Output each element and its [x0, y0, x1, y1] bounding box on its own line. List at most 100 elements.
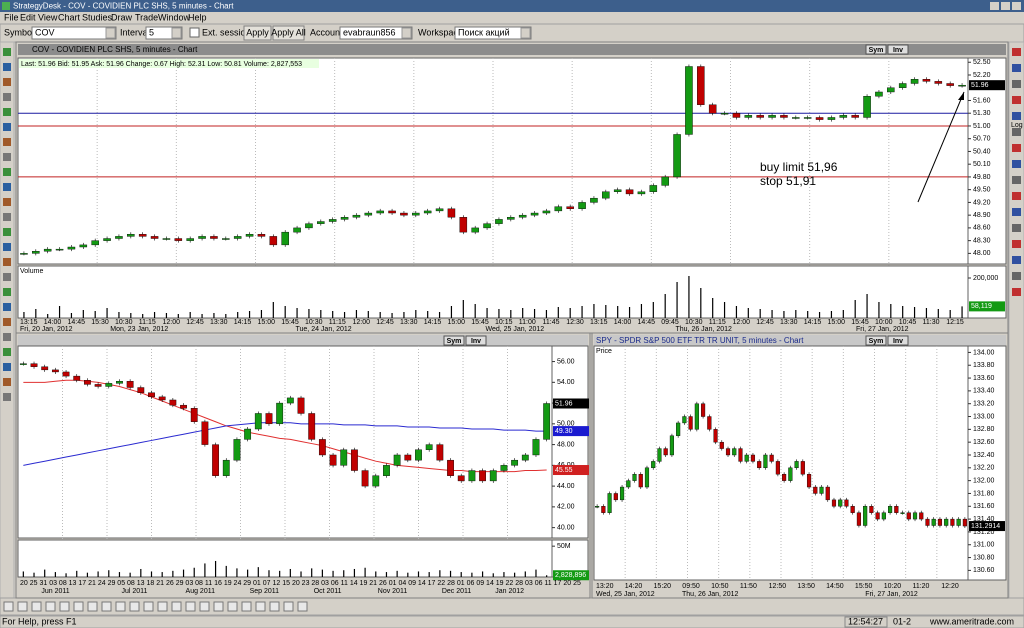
tool-icon[interactable]	[3, 153, 11, 161]
sym-button[interactable]	[865, 335, 887, 346]
interval-input-arrow[interactable]	[171, 27, 182, 39]
tool-icon[interactable]	[1012, 272, 1021, 280]
tool-icon[interactable]	[3, 138, 11, 146]
tool-icon[interactable]	[3, 288, 11, 296]
sym-button[interactable]	[443, 335, 465, 346]
sym-button-text[interactable]: Sym	[869, 47, 884, 54]
menu-item[interactable]: File	[4, 12, 19, 22]
inv-button-text[interactable]: Inv	[893, 338, 903, 345]
menu-item[interactable]: Trade	[135, 12, 158, 22]
tool-icon[interactable]	[3, 363, 11, 371]
tool-icon[interactable]	[3, 348, 11, 356]
tool-icon[interactable]	[3, 393, 11, 401]
inv-button[interactable]	[887, 335, 909, 346]
tool-icon[interactable]	[1012, 112, 1021, 120]
draw-tool-icon[interactable]	[283, 601, 294, 612]
tool-icon[interactable]	[1012, 176, 1021, 184]
draw-tool-icon[interactable]	[59, 601, 70, 612]
tool-icon[interactable]	[3, 318, 11, 326]
sym-button-text[interactable]: Sym	[447, 338, 462, 345]
log-button[interactable]: Log	[1011, 122, 1023, 129]
tool-icon[interactable]	[3, 78, 11, 86]
tool-icon[interactable]	[1012, 208, 1021, 216]
tool-icon[interactable]	[1012, 144, 1021, 152]
draw-tool-icon[interactable]	[115, 601, 126, 612]
draw-tool-icon[interactable]	[3, 601, 14, 612]
draw-tool-icon[interactable]	[157, 601, 168, 612]
menu-item[interactable]: Edit	[20, 12, 36, 22]
apply-all-button[interactable]	[272, 25, 305, 41]
tool-icon[interactable]	[3, 228, 11, 236]
sym-button-text[interactable]: Sym	[869, 338, 884, 345]
workspace-select[interactable]	[454, 26, 532, 40]
account-select[interactable]	[339, 26, 413, 40]
tool-icon[interactable]	[3, 198, 11, 206]
tool-icon[interactable]	[3, 48, 11, 56]
tool-icon[interactable]	[1012, 160, 1021, 168]
ext-session-checkbox[interactable]	[189, 27, 200, 38]
tool-icon[interactable]	[3, 333, 11, 341]
tool-icon[interactable]	[1012, 256, 1021, 264]
draw-tool-icon[interactable]	[185, 601, 196, 612]
workspace-select-text[interactable]: Поиск акций	[458, 27, 510, 37]
account-select-text[interactable]: evabraun856	[343, 27, 396, 37]
menu-item[interactable]: Studies	[82, 12, 113, 22]
draw-tool-icon[interactable]	[87, 601, 98, 612]
draw-tool-icon[interactable]	[17, 601, 28, 612]
tool-icon[interactable]	[1012, 128, 1021, 136]
draw-tool-icon[interactable]	[31, 601, 42, 612]
tool-icon[interactable]	[3, 63, 11, 71]
apply-button-text[interactable]: Apply	[246, 27, 269, 37]
tool-icon[interactable]	[3, 108, 11, 116]
draw-tool-icon[interactable]	[73, 601, 84, 612]
symbol-input-arrow[interactable]	[105, 27, 116, 39]
inv-button[interactable]	[887, 44, 909, 55]
menu-item[interactable]: Chart	[58, 12, 81, 22]
inv-button[interactable]	[465, 335, 487, 346]
menu-item[interactable]: Draw	[111, 12, 133, 22]
symbol-input[interactable]	[31, 26, 117, 40]
maximize-button[interactable]	[1001, 2, 1010, 10]
tool-icon[interactable]	[3, 273, 11, 281]
draw-tool-icon[interactable]	[227, 601, 238, 612]
close-button[interactable]	[1012, 2, 1021, 10]
draw-tool-icon[interactable]	[213, 601, 224, 612]
tool-icon[interactable]	[1012, 96, 1021, 104]
tool-icon[interactable]	[1012, 288, 1021, 296]
draw-tool-icon[interactable]	[45, 601, 56, 612]
draw-tool-icon[interactable]	[255, 601, 266, 612]
draw-tool-icon[interactable]	[241, 601, 252, 612]
tool-icon[interactable]	[3, 168, 11, 176]
apply-all-button-text[interactable]: Apply All	[271, 27, 306, 37]
symbol-input-text[interactable]: COV	[35, 27, 55, 37]
tool-icon[interactable]	[3, 258, 11, 266]
tool-icon[interactable]	[3, 213, 11, 221]
interval-input-text[interactable]: 5	[149, 27, 154, 37]
tool-icon[interactable]	[1012, 224, 1021, 232]
draw-tool-icon[interactable]	[297, 601, 308, 612]
menu-item[interactable]: View	[38, 12, 58, 22]
menu-item[interactable]: Window	[158, 12, 191, 22]
tool-icon[interactable]	[1012, 240, 1021, 248]
draw-tool-icon[interactable]	[269, 601, 280, 612]
tool-icon[interactable]	[1012, 80, 1021, 88]
tool-icon[interactable]	[3, 303, 11, 311]
tool-icon[interactable]	[1012, 48, 1021, 56]
apply-button[interactable]	[243, 25, 272, 41]
workspace-select-arrow[interactable]	[520, 27, 531, 39]
inv-button-text[interactable]: Inv	[471, 338, 481, 345]
account-select-arrow[interactable]	[401, 27, 412, 39]
draw-tool-icon[interactable]	[199, 601, 210, 612]
tool-icon[interactable]	[1012, 64, 1021, 72]
sym-button[interactable]	[865, 44, 887, 55]
draw-tool-icon[interactable]	[129, 601, 140, 612]
draw-tool-icon[interactable]	[101, 601, 112, 612]
tool-icon[interactable]	[3, 93, 11, 101]
menu-item[interactable]: Help	[188, 12, 207, 22]
minimize-button[interactable]	[990, 2, 999, 10]
tool-icon[interactable]	[3, 378, 11, 386]
tool-icon[interactable]	[3, 183, 11, 191]
inv-button-text[interactable]: Inv	[893, 47, 903, 54]
tool-icon[interactable]	[3, 243, 11, 251]
draw-tool-icon[interactable]	[143, 601, 154, 612]
